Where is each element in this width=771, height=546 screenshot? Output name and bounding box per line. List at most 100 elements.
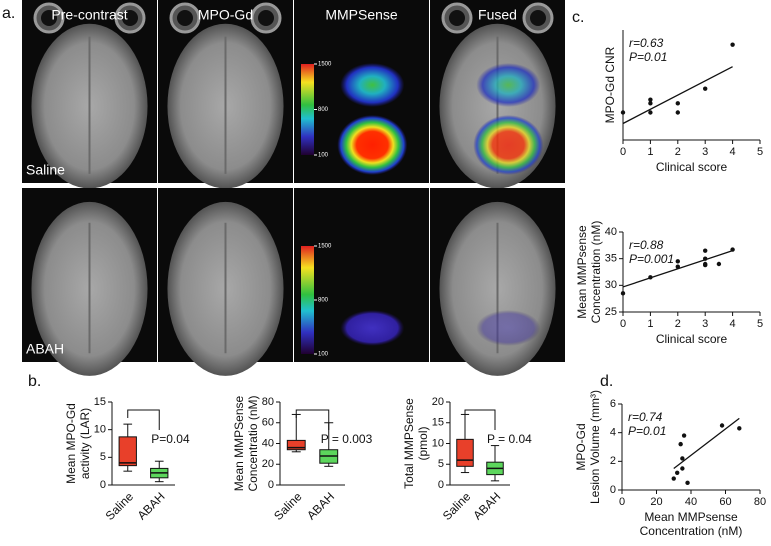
y-axis-label: Total MMPSense	[402, 398, 416, 489]
box	[456, 438, 474, 467]
category-label: Saline	[440, 489, 474, 523]
colorbar-tick-label: 1500	[318, 244, 332, 250]
y-tick-label: 4	[610, 427, 616, 439]
x-tick-label: 5	[757, 318, 763, 330]
row-label: Saline	[26, 162, 65, 178]
x-tick-label: 3	[702, 318, 708, 330]
point	[671, 476, 676, 481]
point	[737, 426, 742, 431]
fit-line	[622, 66, 733, 125]
p-value: P=0.04	[151, 432, 190, 446]
point	[675, 259, 680, 264]
x-tick-label: 0	[620, 146, 626, 158]
x-tick-label: 2	[675, 146, 681, 158]
statistic: P=0.01	[628, 424, 666, 438]
category-label: ABAH	[135, 489, 168, 522]
point	[716, 261, 722, 267]
point	[648, 97, 653, 102]
statistic: r=0.74	[628, 410, 663, 424]
fit-line	[673, 417, 740, 470]
fit-line	[622, 250, 733, 288]
panel-label: c.	[572, 9, 584, 26]
y-tick-label: 25	[605, 306, 617, 318]
point	[703, 86, 708, 91]
x-tick-label: 60	[719, 496, 731, 508]
signal	[337, 115, 408, 175]
y-tick-label: 5	[100, 451, 106, 463]
point	[719, 423, 725, 428]
y-axis-label: MPO-Gd CNR	[603, 46, 617, 123]
point	[680, 456, 685, 461]
y-tick-label: 0	[438, 479, 444, 491]
x-tick-label: 5	[757, 146, 763, 158]
x-axis-label: Clinical score	[656, 160, 728, 174]
category-label: Saline	[103, 489, 137, 523]
column-label: MPO-Gd	[198, 7, 253, 23]
y-axis-label: Concentration (nM)	[589, 221, 603, 324]
eye-inner	[177, 10, 193, 26]
y-axis-label: Lesion Volume (mm³)	[588, 390, 602, 504]
point	[703, 248, 708, 253]
y-tick-label: 35	[605, 253, 617, 265]
signal	[340, 63, 405, 107]
y-tick-label: 15	[432, 417, 444, 429]
x-tick-label: 80	[754, 496, 766, 508]
y-tick-label: 80	[262, 396, 274, 408]
box	[286, 439, 306, 451]
x-tick-label: 20	[650, 496, 662, 508]
point	[680, 466, 685, 471]
y-tick-label: 10	[432, 437, 444, 449]
statistic: r=0.88	[629, 238, 664, 252]
significance-bracket	[464, 409, 496, 430]
signal	[473, 115, 544, 175]
eye-inner	[530, 10, 546, 26]
point	[730, 42, 735, 47]
significance-bracket	[127, 409, 160, 430]
y-tick-label: 0	[268, 479, 274, 491]
y-tick-label: 40	[605, 226, 617, 238]
panel-label: b.	[28, 373, 41, 390]
x-axis-label: Mean MMPsense	[644, 510, 738, 524]
y-tick-label: 6	[610, 398, 616, 410]
point	[678, 441, 683, 447]
point	[681, 433, 687, 438]
box	[118, 436, 137, 467]
y-tick-label: 40	[262, 437, 274, 449]
x-tick-label: 3	[702, 146, 708, 158]
y-tick-label: 60	[262, 417, 274, 429]
signal	[476, 63, 541, 107]
x-tick-label: 2	[675, 318, 681, 330]
point	[620, 291, 626, 296]
x-tick-label: 1	[647, 146, 653, 158]
colorbar	[301, 246, 314, 354]
y-axis-label: (pmol)	[416, 426, 430, 460]
p-value: P = 0.003	[321, 432, 373, 446]
panel-label: a.	[2, 5, 15, 22]
significance-bracket	[295, 409, 330, 430]
signal	[476, 310, 541, 346]
y-axis-label: Mean MPO-Gd	[64, 403, 78, 484]
category-label: ABAH	[470, 489, 503, 522]
point	[675, 101, 680, 106]
row-label: ABAH	[26, 341, 64, 357]
eye-inner	[258, 10, 274, 26]
y-tick-label: 2	[610, 455, 616, 467]
colorbar-tick-label: 800	[318, 107, 329, 113]
y-tick-label: 0	[100, 479, 106, 491]
y-tick-label: 5	[438, 458, 444, 470]
statistic: P=0.01	[629, 50, 667, 64]
y-axis-label: Concentratio (nM)	[246, 395, 260, 491]
y-tick-label: 10	[94, 424, 106, 436]
statistic: r=0.63	[629, 36, 664, 50]
x-axis-label: Concentration (nM)	[640, 524, 743, 538]
x-tick-label: 4	[730, 318, 736, 330]
point	[703, 262, 708, 268]
panel-label: d.	[600, 373, 613, 390]
y-axis-label: Mean MMPSense	[232, 395, 246, 491]
x-tick-label: 0	[619, 496, 625, 508]
y-axis-label: MPO-Gd	[574, 423, 588, 470]
y-tick-label: 0	[610, 484, 616, 496]
column-label: MMPSense	[325, 7, 398, 23]
x-tick-label: 4	[730, 146, 736, 158]
point	[675, 470, 680, 475]
